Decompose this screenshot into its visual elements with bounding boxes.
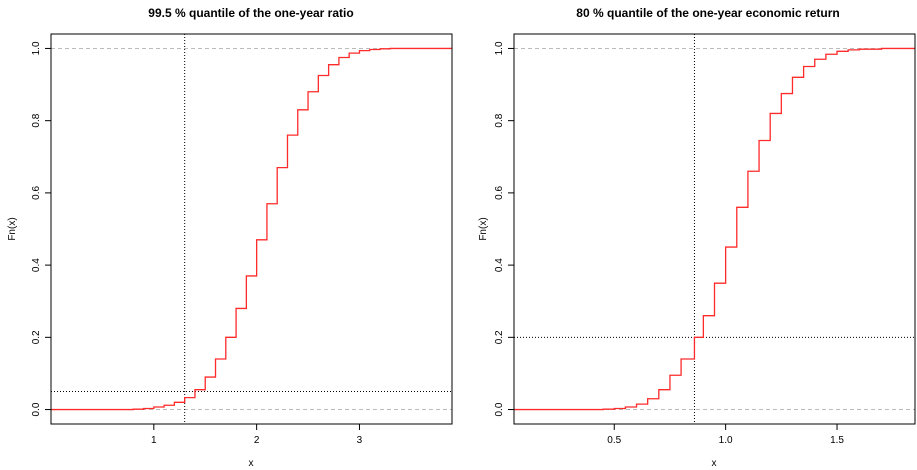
x-axis-label: x [249,458,254,469]
plot-frame [50,33,453,425]
y-tick-label: 1.0 [31,41,42,55]
ecdf-line [51,47,452,411]
panel-2: 80 % quantile of the one-year economic r… [478,6,916,469]
y-tick-label: 0.2 [31,330,42,344]
y-tick-label: 0.6 [31,186,42,200]
x-tick-label: 0.5 [607,435,621,446]
x-axis-label: x [712,458,717,469]
y-axis-label: Fn(x) [478,217,489,240]
y-tick-label: 0.4 [31,258,42,272]
chart-title: 80 % quantile of the one-year economic r… [576,6,839,20]
y-tick-label: 0.4 [494,258,505,272]
ecdf-line [514,47,915,411]
plot-frame [513,33,916,425]
y-tick-label: 0.0 [31,402,42,416]
marks-layer: 1 2 3 0.0 0.2 0.4 0.6 0.8 1.0 [31,34,452,446]
y-axis-label: Fn(x) [7,217,18,240]
chart-title: 99.5 % quantile of the one-year ratio [148,6,353,20]
y-tick-label: 0.8 [494,113,505,127]
x-tick-label: 1.0 [719,435,733,446]
panel-1: 99.5 % quantile of the one-year ratio 1 2… [7,6,453,469]
y-tick-label: 0.2 [494,330,505,344]
x-tick-label: 1.5 [830,435,844,446]
y-tick-label: 1.0 [494,41,505,55]
x-tick-label: 3 [357,435,363,446]
y-tick-label: 0.6 [494,186,505,200]
x-tick-label: 2 [254,435,260,446]
marks-layer: 0.5 1.0 1.5 0.0 0.2 0.4 0.6 0.8 1.0 [494,34,915,446]
y-tick-label: 0.8 [31,113,42,127]
y-tick-label: 0.0 [494,402,505,416]
x-tick-label: 1 [151,435,157,446]
